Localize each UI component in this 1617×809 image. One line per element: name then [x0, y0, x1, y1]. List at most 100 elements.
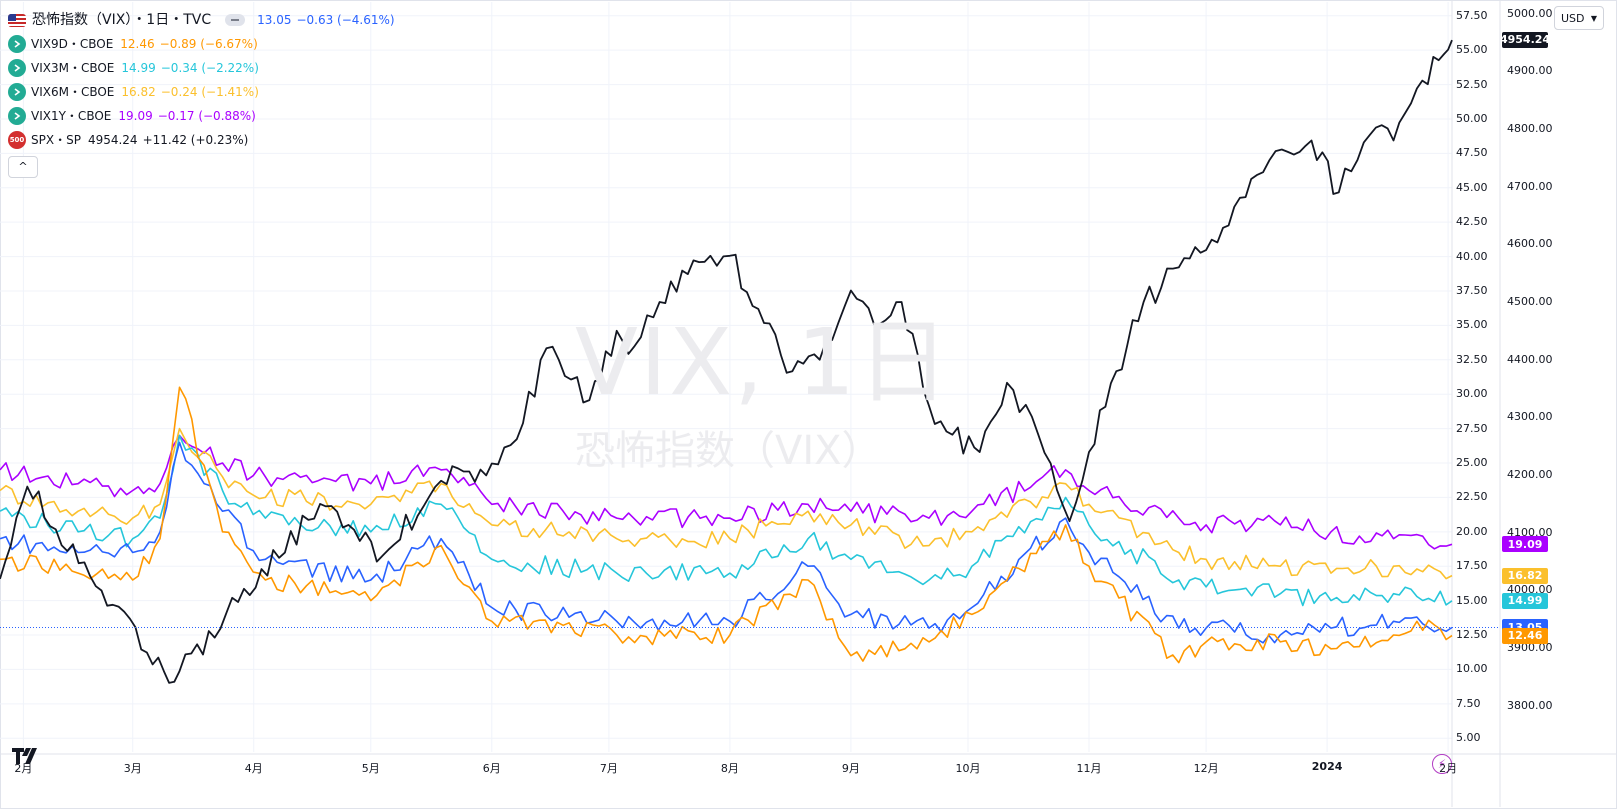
main-change-value: −0.63 (−4.61%)	[296, 13, 395, 27]
left-axis-tick-label: 47.50	[1456, 146, 1488, 160]
series-line-vix6m[interactable]	[0, 427, 1453, 580]
left-axis-tick-label: 30.00	[1456, 387, 1488, 401]
legend-change-value: +11.42 (+0.23%)	[142, 133, 249, 147]
time-axis-tick-label: 2月	[14, 762, 33, 775]
series-line-spx[interactable]	[0, 39, 1453, 684]
right-axis-tick-label: 4500.00	[1507, 295, 1553, 308]
right-axis-tick-label: 4300.00	[1507, 410, 1553, 424]
left-axis-tick-label: 55.00	[1456, 43, 1488, 57]
right-axis-tick-label: 4600.00	[1507, 237, 1553, 251]
price-tag: 16.82	[1502, 567, 1548, 584]
left-axis-tick-label: 57.50	[1456, 8, 1488, 22]
time-axis-tick-label: 9月	[841, 762, 860, 775]
series-line-vix[interactable]	[0, 441, 1453, 644]
right-axis-tick-label: 5000.00	[1507, 6, 1553, 20]
left-axis-tick-label: 40.00	[1456, 249, 1488, 263]
collapse-series-toggle-icon[interactable]	[225, 14, 246, 26]
legend-symbol[interactable]: VIX9D・CBOE	[31, 37, 114, 51]
legend-change-value: −0.17 (−0.88%)	[157, 109, 256, 123]
left-axis-tick-label: 45.00	[1456, 180, 1488, 194]
legend-last-value: 16.82	[121, 85, 156, 99]
left-axis-tick-label: 35.00	[1456, 318, 1488, 332]
legend-symbol[interactable]: VIX1Y・CBOE	[31, 109, 112, 123]
legend-change-value: −0.34 (−2.22%)	[160, 61, 259, 75]
currency-label: USD	[1561, 11, 1585, 25]
legend-last-value: 19.09	[118, 109, 153, 123]
legend-collapse-button[interactable]: ^	[8, 156, 38, 178]
lightning-icon[interactable]: ⚡	[1432, 754, 1452, 774]
legend-last-value: 4954.24	[87, 133, 138, 147]
left-axis-tick-label: 17.50	[1456, 559, 1488, 573]
chevron-down-icon: ▼	[1590, 13, 1597, 23]
left-axis-tick-label: 12.50	[1456, 628, 1488, 642]
tradingview-logo[interactable]	[12, 748, 44, 769]
legend-row-0[interactable]: VIX9D・CBOE 12.46 −0.89 (−6.67%)	[8, 32, 400, 56]
left-axis-tick-label: 10.00	[1456, 662, 1488, 676]
left-axis-tick-label: 15.00	[1456, 593, 1488, 607]
left-axis-tick-label: 5.00	[1456, 731, 1481, 745]
main-last-value: 13.05	[257, 13, 292, 27]
time-axis-tick-label: 6月	[482, 762, 501, 775]
us-flag-icon	[8, 13, 26, 27]
left-axis-tick-label: 37.50	[1456, 283, 1488, 297]
legend-last-value: 14.99	[121, 61, 156, 75]
series-line-vix3m[interactable]	[0, 434, 1453, 607]
legend-row-3[interactable]: VIX1Y・CBOE 19.09 −0.17 (−0.88%)	[8, 104, 400, 128]
left-axis-tick-label: 50.00	[1456, 111, 1488, 125]
watermark-subtitle: 恐怖指数（VIX）	[575, 428, 882, 474]
left-axis-tick-label: 32.50	[1456, 352, 1488, 366]
time-axis-tick-label: 12月	[1193, 762, 1219, 775]
main-symbol-title[interactable]: 恐怖指数（VIX）・1日・TVC	[32, 12, 212, 28]
series-line-vix1y[interactable]	[0, 434, 1453, 550]
time-axis-tick-label: 10月	[955, 762, 981, 775]
time-axis-tick-label: 7月	[599, 762, 618, 775]
arrow-right-icon	[8, 35, 26, 53]
left-axis-tick-label: 42.50	[1456, 215, 1488, 229]
legend-last-value: 12.46	[120, 37, 155, 51]
currency-selector[interactable]: USD ▼	[1554, 6, 1604, 30]
left-axis-tick-label: 52.50	[1456, 77, 1488, 91]
arrow-right-icon	[8, 83, 26, 101]
series-line-vix9d[interactable]	[0, 386, 1453, 664]
legend-symbol[interactable]: VIX6M・CBOE	[31, 85, 115, 99]
legend-symbol[interactable]: VIX3M・CBOE	[31, 61, 115, 75]
chevron-up-icon: ^	[18, 160, 28, 173]
right-axis-tick-label: 4100.00	[1507, 525, 1553, 539]
arrow-right-icon	[8, 107, 26, 125]
right-axis-tick-label: 3800.00	[1507, 698, 1553, 712]
legend: 恐怖指数（VIX）・1日・TVC 13.05 −0.63 (−4.61%) VI…	[8, 8, 400, 178]
price-tag: 12.46	[1502, 627, 1548, 644]
time-axis-tick-label: 4月	[244, 762, 263, 775]
left-axis-tick-label: 20.00	[1456, 524, 1488, 538]
right-axis-tick-label: 4400.00	[1507, 352, 1553, 366]
legend-row-2[interactable]: VIX6M・CBOE 16.82 −0.24 (−1.41%)	[8, 80, 400, 104]
time-axis-tick-label: 5月	[361, 762, 380, 775]
right-axis-tick-label: 4700.00	[1507, 179, 1553, 193]
watermark-title: VIX, 1日	[575, 309, 952, 416]
legend-row-1[interactable]: VIX3M・CBOE 14.99 −0.34 (−2.22%)	[8, 56, 400, 80]
right-axis-tick-label: 3900.00	[1507, 641, 1553, 655]
left-axis-tick-label: 7.50	[1456, 696, 1481, 710]
legend-change-value: −0.24 (−1.41%)	[160, 85, 259, 99]
time-axis-tick-label: 2024	[1311, 760, 1343, 773]
legend-symbol[interactable]: SPX・SP	[31, 133, 81, 147]
legend-row-4[interactable]: 500 SPX・SP 4954.24 +11.42 (+0.23%)	[8, 128, 400, 152]
price-tag: 19.09	[1502, 536, 1548, 553]
price-tag: 14.99	[1502, 592, 1548, 609]
arrow-right-icon	[8, 59, 26, 77]
legend-main-row[interactable]: 恐怖指数（VIX）・1日・TVC 13.05 −0.63 (−4.61%)	[8, 8, 400, 32]
left-axis-tick-label: 22.50	[1456, 490, 1488, 504]
price-tag: 4954.24	[1499, 31, 1551, 48]
tradingview-logo-icon	[12, 748, 37, 764]
right-axis-tick-label: 4900.00	[1507, 64, 1553, 78]
left-axis-tick-label: 25.00	[1456, 456, 1488, 469]
legend-change-value: −0.89 (−6.67%)	[159, 37, 258, 51]
time-axis-tick-label: 2月	[1439, 762, 1458, 775]
left-axis-tick-label: 27.50	[1456, 421, 1488, 435]
time-axis-tick-label: 11月	[1076, 762, 1102, 775]
right-axis-tick-label: 4800.00	[1507, 121, 1553, 135]
time-axis-tick-label: 8月	[720, 762, 739, 775]
sp500-badge-icon: 500	[8, 131, 26, 149]
time-axis-tick-label: 3月	[123, 762, 142, 775]
